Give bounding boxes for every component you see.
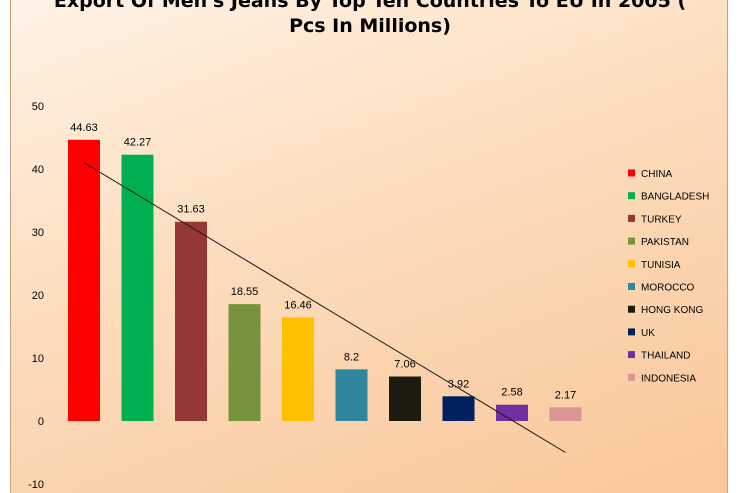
legend-swatch: [628, 328, 635, 336]
bar-turkey: [175, 221, 207, 421]
bar-indonesia: [549, 407, 582, 421]
legend-swatch: [628, 237, 635, 245]
legend-swatch: [628, 351, 635, 359]
legend-label: BANGLADESH: [641, 192, 709, 203]
legend-label: HONG KONG: [641, 305, 703, 316]
bar-bangladesh: [121, 154, 154, 421]
bar-value-label: 2.17: [555, 389, 576, 401]
legend-swatch: [628, 283, 635, 290]
legend-label: INDONESIA: [641, 373, 696, 384]
y-tick-label: 30: [32, 227, 44, 239]
bar-value-label: 44.63: [70, 122, 98, 134]
bar-value-label: 31.63: [177, 204, 205, 216]
y-tick-label: 50: [32, 101, 44, 113]
bar-china: [68, 139, 100, 421]
legend-label: THAILAND: [641, 351, 690, 362]
y-tick-label: -10: [28, 479, 44, 491]
bar-value-label: 2.58: [501, 387, 522, 399]
bar-hong-kong: [389, 376, 421, 421]
legend-swatch: [628, 305, 635, 313]
legend-label: UK: [641, 328, 655, 339]
chart-title-line-1: Export Of Men's Jeans By Top Ten Countri…: [53, 0, 687, 12]
y-tick-label: 0: [38, 416, 44, 428]
trendline: [83, 162, 566, 453]
bar-value-label: 18.55: [231, 286, 259, 298]
bar-uk: [442, 396, 475, 421]
bar-value-label: 3.92: [448, 378, 469, 390]
legend-label: PAKISTAN: [641, 237, 689, 248]
y-tick-label: 10: [32, 353, 44, 365]
legend-label: TUNISIA: [641, 260, 681, 271]
legend-label: CHINA: [641, 169, 672, 180]
y-tick-label: 40: [32, 164, 44, 176]
chart-title-line-2: Pcs In Millions): [289, 15, 451, 37]
bar-pakistan: [228, 304, 261, 421]
legend-label: MOROCCO: [641, 283, 695, 294]
bar-tunisia: [282, 317, 314, 421]
legend-swatch: [628, 373, 635, 381]
legend-swatch: [628, 260, 635, 268]
bar-value-label: 7.06: [394, 359, 415, 371]
bar-value-label: 8.2: [344, 351, 359, 363]
bar-morocco: [335, 369, 368, 421]
bar-value-label: 42.27: [124, 137, 152, 149]
legend-swatch: [628, 169, 635, 177]
legend-swatch: [628, 192, 635, 200]
y-tick-label: 20: [32, 290, 44, 302]
legend-label: TURKEY: [641, 214, 682, 225]
legend-swatch: [628, 214, 635, 222]
bar-value-label: 16.46: [284, 299, 312, 311]
bar-thailand: [496, 404, 528, 421]
